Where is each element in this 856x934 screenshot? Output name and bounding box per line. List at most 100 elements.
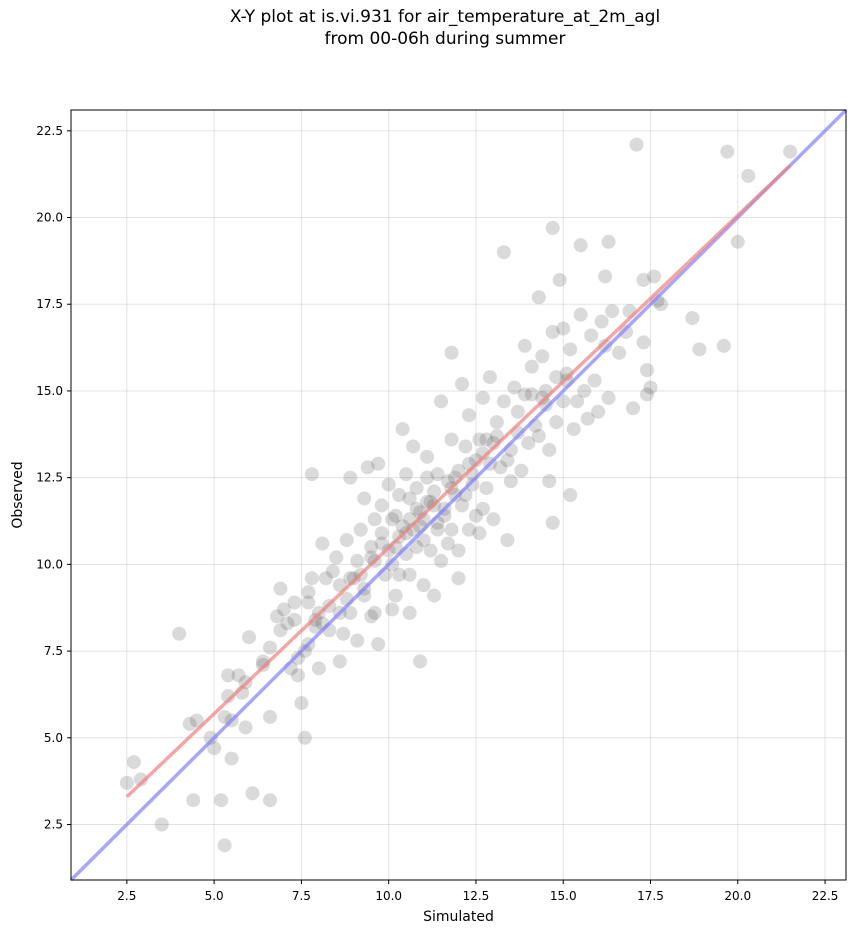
data-point bbox=[451, 571, 466, 586]
data-point bbox=[542, 474, 557, 489]
data-point bbox=[427, 588, 442, 603]
chart-title-line-1: X-Y plot at is.vi.931 for air_temperatur… bbox=[229, 7, 661, 27]
data-point bbox=[545, 515, 560, 530]
data-point bbox=[374, 498, 389, 513]
data-point bbox=[587, 373, 602, 388]
data-point bbox=[189, 713, 204, 728]
data-point bbox=[563, 342, 578, 357]
data-point bbox=[549, 370, 564, 385]
data-point bbox=[388, 508, 403, 523]
x-tick-label: 22.5 bbox=[812, 889, 839, 903]
data-point bbox=[290, 651, 305, 666]
data-point bbox=[402, 491, 417, 506]
chart-title: X-Y plot at is.vi.931 for air_temperatur… bbox=[0, 6, 856, 50]
data-point bbox=[475, 390, 490, 405]
grid-lines bbox=[71, 110, 846, 880]
data-point bbox=[186, 793, 201, 808]
data-point bbox=[273, 581, 288, 596]
data-point bbox=[653, 297, 668, 312]
data-point bbox=[297, 730, 312, 745]
data-point bbox=[409, 481, 424, 496]
data-point bbox=[416, 533, 431, 548]
data-point bbox=[172, 626, 187, 641]
data-point bbox=[636, 335, 651, 350]
data-point bbox=[304, 467, 319, 482]
data-point bbox=[629, 137, 644, 152]
y-tick-label: 10.0 bbox=[36, 557, 63, 571]
data-point bbox=[517, 338, 532, 353]
data-point bbox=[360, 460, 375, 475]
data-point bbox=[472, 526, 487, 541]
x-tick-label: 10.0 bbox=[375, 889, 402, 903]
data-point bbox=[427, 484, 442, 499]
data-point bbox=[451, 543, 466, 558]
data-point bbox=[301, 595, 316, 610]
data-point bbox=[594, 314, 609, 329]
data-point bbox=[325, 564, 340, 579]
data-point bbox=[626, 401, 641, 416]
data-point bbox=[318, 571, 333, 586]
data-point bbox=[444, 522, 459, 537]
data-point bbox=[577, 383, 592, 398]
data-point bbox=[392, 567, 407, 582]
data-point bbox=[640, 363, 655, 378]
y-tick-label: 15.0 bbox=[36, 384, 63, 398]
data-point bbox=[591, 404, 606, 419]
y-tick-label: 20.0 bbox=[36, 211, 63, 225]
data-point bbox=[182, 716, 197, 731]
data-point bbox=[646, 269, 661, 284]
data-point bbox=[294, 696, 309, 711]
data-point bbox=[598, 338, 613, 353]
data-point bbox=[280, 616, 295, 631]
data-point bbox=[601, 234, 616, 249]
data-point bbox=[301, 585, 316, 600]
data-point bbox=[273, 623, 288, 638]
data-point bbox=[262, 640, 277, 655]
data-point bbox=[311, 661, 326, 676]
data-point bbox=[287, 595, 302, 610]
data-point bbox=[217, 709, 232, 724]
data-point bbox=[444, 432, 459, 447]
data-point bbox=[434, 394, 449, 409]
data-point bbox=[521, 435, 536, 450]
data-point bbox=[381, 477, 396, 492]
data-point bbox=[203, 730, 218, 745]
data-point bbox=[339, 533, 354, 548]
data-point bbox=[510, 404, 525, 419]
data-point bbox=[409, 540, 424, 555]
data-point bbox=[531, 429, 546, 444]
data-point bbox=[357, 491, 372, 506]
data-point bbox=[224, 751, 239, 766]
x-tick-label: 17.5 bbox=[637, 889, 664, 903]
data-point bbox=[454, 498, 469, 513]
data-point bbox=[524, 359, 539, 374]
x-tick-label: 7.5 bbox=[292, 889, 311, 903]
data-point bbox=[479, 432, 494, 447]
data-point bbox=[262, 793, 277, 808]
data-point bbox=[503, 474, 518, 489]
data-point bbox=[570, 394, 585, 409]
data-point bbox=[692, 342, 707, 357]
data-point bbox=[434, 553, 449, 568]
plot-frame bbox=[70, 109, 847, 881]
data-point bbox=[423, 543, 438, 558]
data-point bbox=[374, 536, 389, 551]
data-point bbox=[336, 626, 351, 641]
data-point bbox=[556, 394, 571, 409]
data-point bbox=[329, 550, 344, 565]
data-point bbox=[545, 324, 560, 339]
data-point bbox=[601, 390, 616, 405]
data-point bbox=[479, 481, 494, 496]
data-point bbox=[119, 775, 134, 790]
identity-line bbox=[69, 108, 848, 882]
data-point bbox=[643, 380, 658, 395]
data-point bbox=[126, 755, 141, 770]
x-tick-label: 15.0 bbox=[550, 889, 577, 903]
data-point bbox=[475, 501, 490, 516]
data-point bbox=[221, 689, 236, 704]
data-point bbox=[381, 543, 396, 558]
data-point bbox=[619, 324, 634, 339]
data-point bbox=[364, 609, 379, 624]
data-point bbox=[367, 605, 382, 620]
